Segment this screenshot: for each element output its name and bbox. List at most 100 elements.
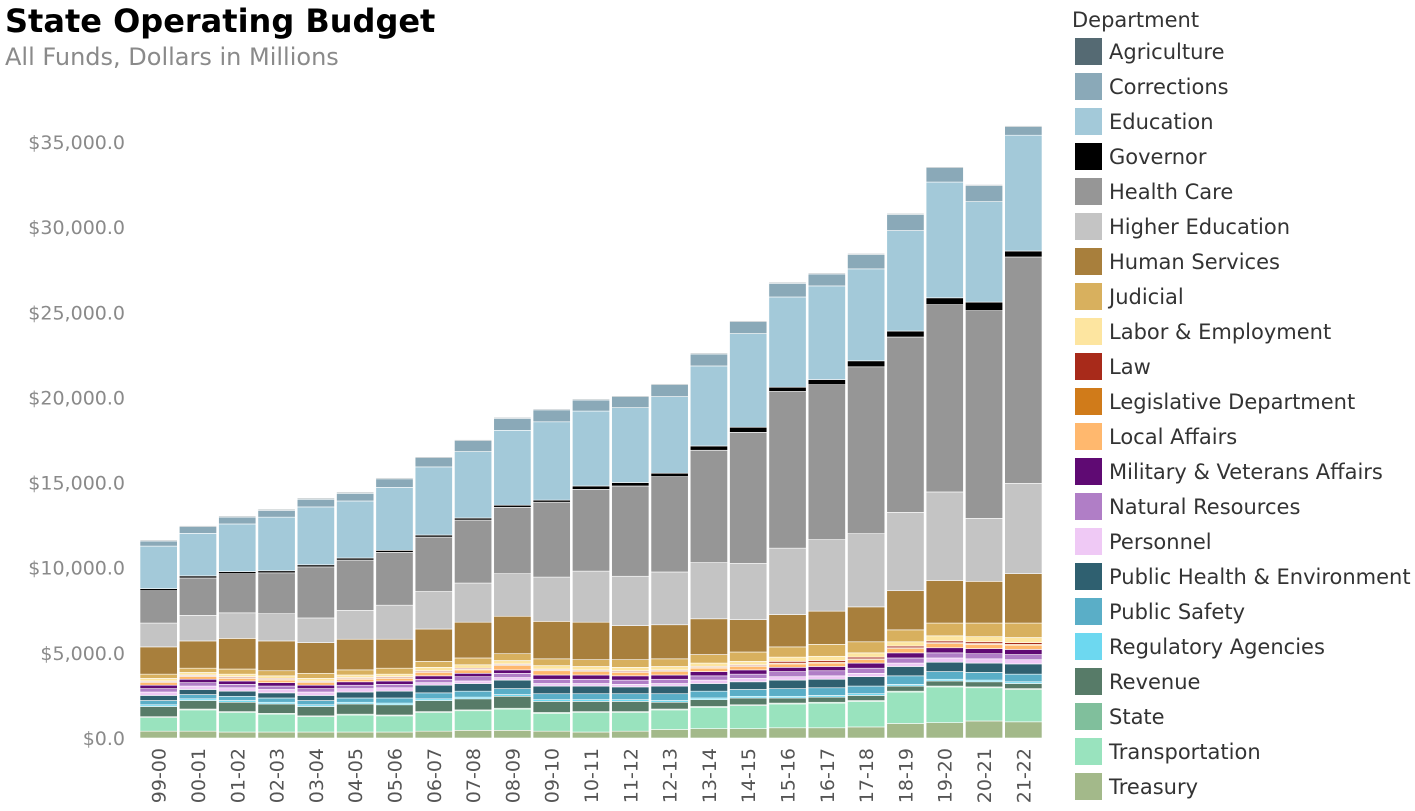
legend-item: State (1075, 703, 1165, 730)
bar-segment (375, 604, 414, 640)
bar-segment (689, 562, 728, 620)
bar-segment (375, 667, 414, 675)
bar-segment (572, 398, 610, 401)
bar-segment (532, 499, 571, 503)
bar-segment (965, 581, 1003, 624)
bar-segment (768, 386, 807, 392)
legend-swatch (1075, 423, 1102, 450)
bar-segment (807, 285, 846, 380)
bar-segment (729, 689, 768, 697)
bar-segment (768, 283, 807, 298)
bar-segment (218, 612, 257, 639)
legend-item: Transportation (1075, 738, 1261, 765)
bar-segment (218, 690, 257, 697)
bar-segment (454, 680, 493, 684)
bar-segment (729, 669, 768, 675)
legend-label: Education (1109, 110, 1214, 134)
bar-segment (886, 691, 925, 724)
legend-item: Labor & Employment (1075, 318, 1331, 345)
bar-segment (257, 713, 296, 733)
bar-segment (847, 606, 886, 643)
bar-segment (218, 638, 257, 670)
bar-segment (414, 730, 453, 739)
bar-segment (729, 432, 768, 564)
bar-segment (611, 701, 650, 712)
bar-stack (886, 213, 925, 739)
bar-segment (296, 688, 335, 693)
bar-segment (257, 692, 296, 699)
y-axis: $0.0 $5,000.0 $10,000.0 $15,000.0 $20,000.0 $… (28, 132, 125, 750)
bar-segment (336, 493, 375, 502)
bar-segment (847, 662, 886, 669)
y-tick-label: $25,000.0 (28, 302, 125, 324)
bar-stack (572, 398, 610, 739)
legend-label: Judicial (1107, 285, 1184, 309)
legend-swatch (1075, 563, 1102, 590)
bar-segment (257, 675, 296, 679)
bar-segment (1004, 483, 1043, 574)
bar-segment (807, 384, 846, 540)
bar-segment (139, 540, 178, 547)
bar-segment (611, 407, 650, 483)
bar-segment (336, 674, 375, 678)
legend-label: Public Safety (1109, 600, 1245, 624)
legend-swatch (1075, 213, 1102, 240)
bar-segment (925, 166, 964, 168)
bar-segment (925, 181, 964, 299)
bar-segment (414, 712, 453, 732)
bar-segment (807, 702, 846, 729)
bar-segment (1004, 134, 1043, 252)
bar-segment (965, 681, 1003, 688)
bar-segment (729, 661, 768, 666)
legend-label: Corrections (1109, 75, 1229, 99)
chart-title: State Operating Budget (5, 2, 436, 40)
bar-segment (1004, 573, 1043, 624)
legend-swatch (1075, 38, 1102, 65)
legend-label: Military & Veterans Affairs (1109, 460, 1383, 484)
bar-segment (532, 665, 571, 670)
bar-segment (650, 658, 689, 667)
legend-swatch (1075, 668, 1102, 695)
bar-segment (965, 184, 1003, 186)
bar-segment (414, 534, 453, 538)
bar-segment (375, 680, 414, 685)
bar-segment (768, 646, 807, 658)
bar-segment (886, 723, 925, 739)
bar-segment (847, 726, 886, 739)
bar-segment (257, 670, 296, 677)
bar-segment (886, 213, 925, 215)
x-tick-label: 06-07 (424, 748, 446, 803)
bar-segment (847, 652, 886, 658)
x-tick-label: 05-06 (384, 748, 406, 803)
bar-segment (572, 731, 610, 739)
bars (139, 125, 1043, 739)
bar-segment (847, 268, 886, 362)
bar-segment (375, 552, 414, 606)
bar-segment (611, 672, 650, 677)
bar-segment (257, 689, 296, 694)
bar-stack (532, 408, 571, 739)
bar-segment (925, 722, 964, 739)
bar-segment (768, 656, 807, 662)
bar-segment (375, 690, 414, 699)
legend-label: Higher Education (1109, 215, 1290, 239)
bar-segment (454, 451, 493, 519)
bar-segment (336, 688, 375, 693)
bar-segment (847, 366, 886, 534)
bar-segment (257, 570, 296, 574)
bar-segment (572, 489, 610, 572)
legend-item: Education (1075, 108, 1214, 135)
bar-stack (257, 509, 296, 739)
bar-segment (296, 506, 335, 566)
bar-segment (257, 613, 296, 642)
legend-swatch (1075, 633, 1102, 660)
bar-segment (257, 509, 296, 511)
bar-segment (139, 539, 178, 542)
bar-segment (847, 659, 886, 664)
bar-segment (1004, 663, 1043, 675)
bar-segment (729, 678, 768, 683)
bar-segment (925, 622, 964, 637)
bar-segment (1004, 649, 1043, 655)
bar-segment (296, 566, 335, 619)
bar-segment (650, 678, 689, 684)
